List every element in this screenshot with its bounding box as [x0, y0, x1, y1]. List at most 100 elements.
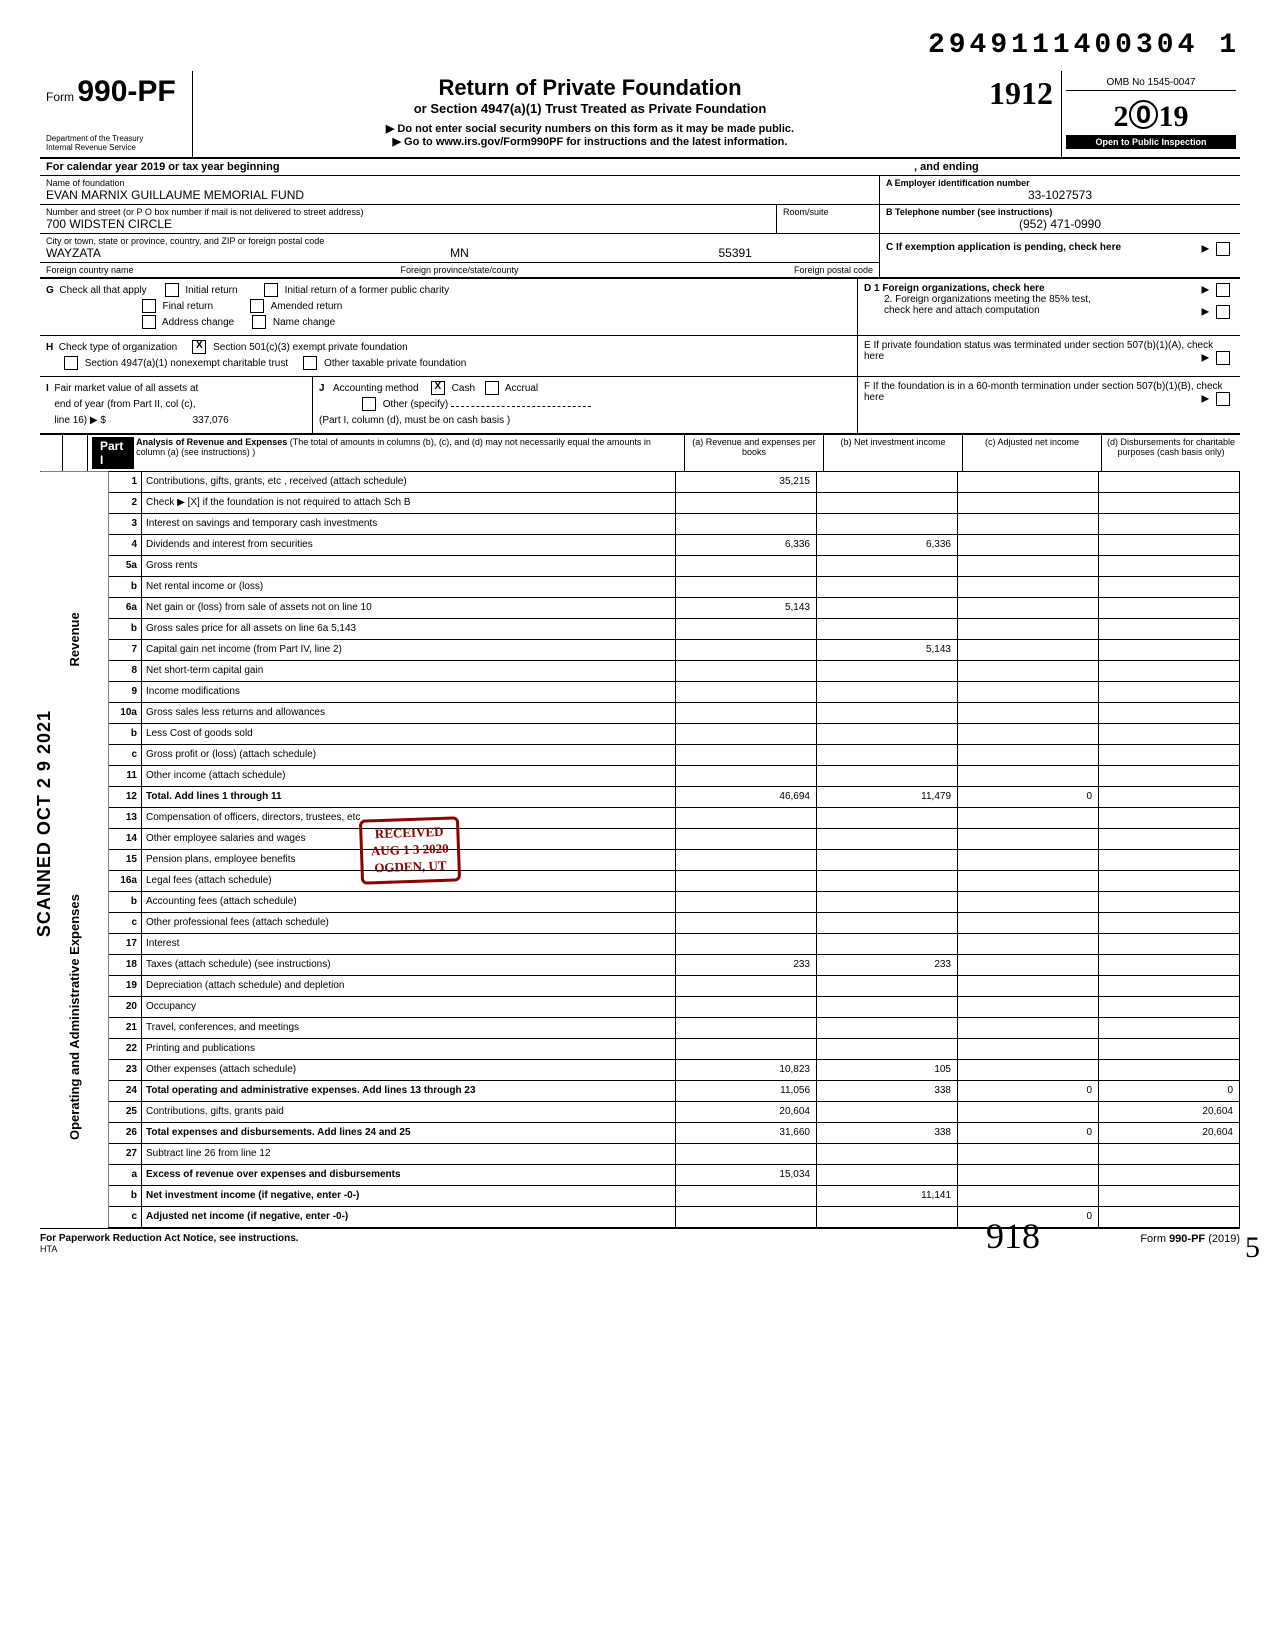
- line-number: 3: [109, 513, 142, 534]
- line-description: Dividends and interest from securities: [142, 534, 676, 555]
- d2-checkbox[interactable]: [1216, 305, 1230, 319]
- line-description: Adjusted net income (if negative, enter …: [142, 1206, 676, 1227]
- h-501c3-checkbox[interactable]: X: [192, 340, 206, 354]
- h-other-checkbox[interactable]: [303, 356, 317, 370]
- amount-col-c: 0: [958, 1080, 1099, 1101]
- table-row: 2 Check ▶ [X] if the foundation is not r…: [40, 492, 1240, 513]
- h-text: Check type of organization: [59, 342, 177, 353]
- amount-col-d: [1099, 996, 1240, 1017]
- amount-col-c: [958, 576, 1099, 597]
- j-cash-checkbox[interactable]: X: [431, 381, 445, 395]
- j-other-checkbox[interactable]: [362, 397, 376, 411]
- amount-col-a: [676, 933, 817, 954]
- e-checkbox[interactable]: [1216, 351, 1230, 365]
- line-description: Interest: [142, 933, 676, 954]
- line-number: 16a: [109, 870, 142, 891]
- amount-col-c: [958, 849, 1099, 870]
- amount-col-a: [676, 681, 817, 702]
- footer-hta: HTA: [40, 1244, 57, 1254]
- amount-col-c: [958, 912, 1099, 933]
- amount-col-b: [817, 1164, 958, 1185]
- table-row: 14 Other employee salaries and wages: [40, 828, 1240, 849]
- table-row: c Gross profit or (loss) (attach schedul…: [40, 744, 1240, 765]
- g-address-checkbox[interactable]: [142, 315, 156, 329]
- h-4947-checkbox[interactable]: [64, 356, 78, 370]
- amount-col-b: [817, 576, 958, 597]
- table-row: b Gross sales price for all assets on li…: [40, 618, 1240, 639]
- amount-col-a: 31,660: [676, 1122, 817, 1143]
- amount-col-b: 338: [817, 1122, 958, 1143]
- calendar-year-row: For calendar year 2019 or tax year begin…: [40, 159, 1240, 176]
- amount-col-c: [958, 828, 1099, 849]
- amount-col-d: [1099, 954, 1240, 975]
- table-row: 16a Legal fees (attach schedule): [40, 870, 1240, 891]
- table-row: 27 Subtract line 26 from line 12: [40, 1143, 1240, 1164]
- line-number: 5a: [109, 555, 142, 576]
- line-description: Total expenses and disbursements. Add li…: [142, 1122, 676, 1143]
- amount-col-b: 233: [817, 954, 958, 975]
- g-final-checkbox[interactable]: [142, 299, 156, 313]
- g-initial-former-checkbox[interactable]: [264, 283, 278, 297]
- j-text: Accounting method: [333, 383, 419, 394]
- handwritten-mark: 1912: [987, 71, 1061, 157]
- g-amended-checkbox[interactable]: [250, 299, 264, 313]
- c-checkbox[interactable]: [1216, 242, 1230, 256]
- amount-col-c: [958, 681, 1099, 702]
- table-row: 17 Interest: [40, 933, 1240, 954]
- amount-col-b: [817, 492, 958, 513]
- line-number: a: [109, 1164, 142, 1185]
- amount-col-a: [676, 912, 817, 933]
- line-description: Printing and publications: [142, 1038, 676, 1059]
- line-description: Other income (attach schedule): [142, 765, 676, 786]
- line-description: Income modifications: [142, 681, 676, 702]
- d2b-label: check here and attach computation: [884, 305, 1040, 316]
- amount-col-a: 46,694: [676, 786, 817, 807]
- amount-col-a: 15,034: [676, 1164, 817, 1185]
- cal-year-end-label: , and ending: [914, 161, 979, 173]
- f-checkbox[interactable]: [1216, 392, 1230, 406]
- g-name-checkbox[interactable]: [252, 315, 266, 329]
- line-description: Other employee salaries and wages: [142, 828, 676, 849]
- footer-left: For Paperwork Reduction Act Notice, see …: [40, 1233, 299, 1244]
- g-amended-label: Amended return: [271, 301, 343, 312]
- j-accrual-checkbox[interactable]: [485, 381, 499, 395]
- line-number: c: [109, 912, 142, 933]
- line-description: Excess of revenue over expenses and disb…: [142, 1164, 676, 1185]
- amount-col-c: [958, 660, 1099, 681]
- phone-label: B Telephone number (see instructions): [886, 207, 1234, 217]
- j-cash-label: Cash: [452, 383, 475, 394]
- amount-col-a: 11,056: [676, 1080, 817, 1101]
- amount-col-a: [676, 576, 817, 597]
- ein-value: 33-1027573: [886, 188, 1234, 202]
- amount-col-b: [817, 513, 958, 534]
- amount-col-a: [676, 849, 817, 870]
- amount-col-c: [958, 492, 1099, 513]
- amount-col-d: [1099, 702, 1240, 723]
- g-text: Check all that apply: [59, 285, 146, 296]
- amount-col-c: [958, 618, 1099, 639]
- scanned-stamp: SCANNED OCT 2 9 2021: [34, 710, 55, 937]
- d1-checkbox[interactable]: [1216, 283, 1230, 297]
- part1-title: Analysis of Revenue and Expenses: [136, 437, 287, 447]
- line-description: Contributions, gifts, grants, etc , rece…: [142, 472, 676, 493]
- col-b-header: (b) Net investment income: [824, 435, 963, 471]
- amount-col-b: 11,479: [817, 786, 958, 807]
- amount-col-d: [1099, 472, 1240, 493]
- amount-col-c: [958, 1164, 1099, 1185]
- foreign-postal-label: Foreign postal code: [597, 265, 873, 275]
- foreign-province-label: Foreign province/state/county: [322, 265, 598, 275]
- amount-col-b: [817, 912, 958, 933]
- line-number: 14: [109, 828, 142, 849]
- amount-col-c: [958, 1038, 1099, 1059]
- e-label: E If private foundation status was termi…: [864, 340, 1213, 362]
- table-row: c Adjusted net income (if negative, ente…: [40, 1206, 1240, 1227]
- amount-col-b: [817, 660, 958, 681]
- g-initial-checkbox[interactable]: [165, 283, 179, 297]
- amount-col-d: [1099, 891, 1240, 912]
- line-description: Other expenses (attach schedule): [142, 1059, 676, 1080]
- analysis-table: Revenue 1 Contributions, gifts, grants, …: [40, 472, 1240, 1228]
- amount-col-d: 20,604: [1099, 1101, 1240, 1122]
- form-note-1: Do not enter social security numbers on …: [397, 123, 794, 135]
- g-address-label: Address change: [162, 317, 234, 328]
- table-row: 11 Other income (attach schedule): [40, 765, 1240, 786]
